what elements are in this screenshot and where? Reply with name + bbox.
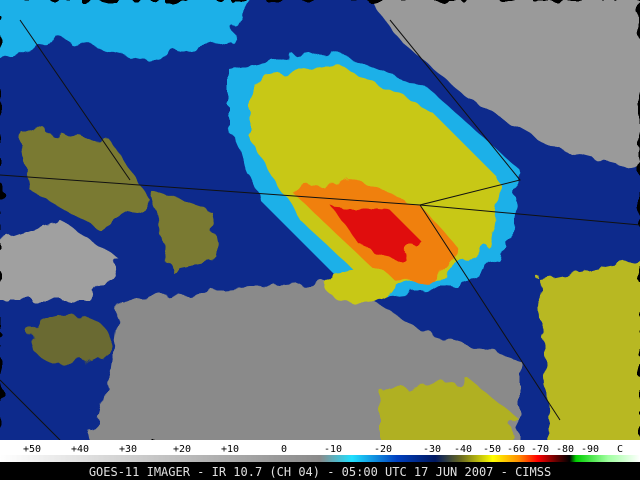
colorbar-label: -50 (483, 444, 501, 455)
colorbar (0, 455, 640, 462)
colorbar-label: +30 (119, 444, 137, 455)
colorbar-label: -20 (374, 444, 392, 455)
colorbar-label: +10 (221, 444, 239, 455)
caption: GOES-11 IMAGER - IR 10.7 (CH 04) - 05:00… (89, 465, 551, 479)
caption-background (0, 462, 640, 480)
colorbar-label: 0 (281, 444, 287, 455)
colorbar-label: +50 (23, 444, 41, 455)
colorbar-background (0, 440, 640, 455)
colorbar-label: -90 (581, 444, 599, 455)
colorbar-label: +20 (173, 444, 191, 455)
colorbar-label: -70 (531, 444, 549, 455)
colorbar-label: C (617, 444, 623, 455)
colorbar-labels: +50 +40 +30 +20 +10 0 -10 -20 -30 -40 -5… (23, 444, 623, 455)
imagery (0, 0, 640, 445)
colorbar-label: +40 (71, 444, 89, 455)
colorbar-label: -40 (454, 444, 472, 455)
colorbar-label: -80 (556, 444, 574, 455)
colorbar-label: -30 (423, 444, 441, 455)
colorbar-label: -60 (507, 444, 525, 455)
colorbar-label: -10 (324, 444, 342, 455)
boundaries (0, 19, 640, 441)
